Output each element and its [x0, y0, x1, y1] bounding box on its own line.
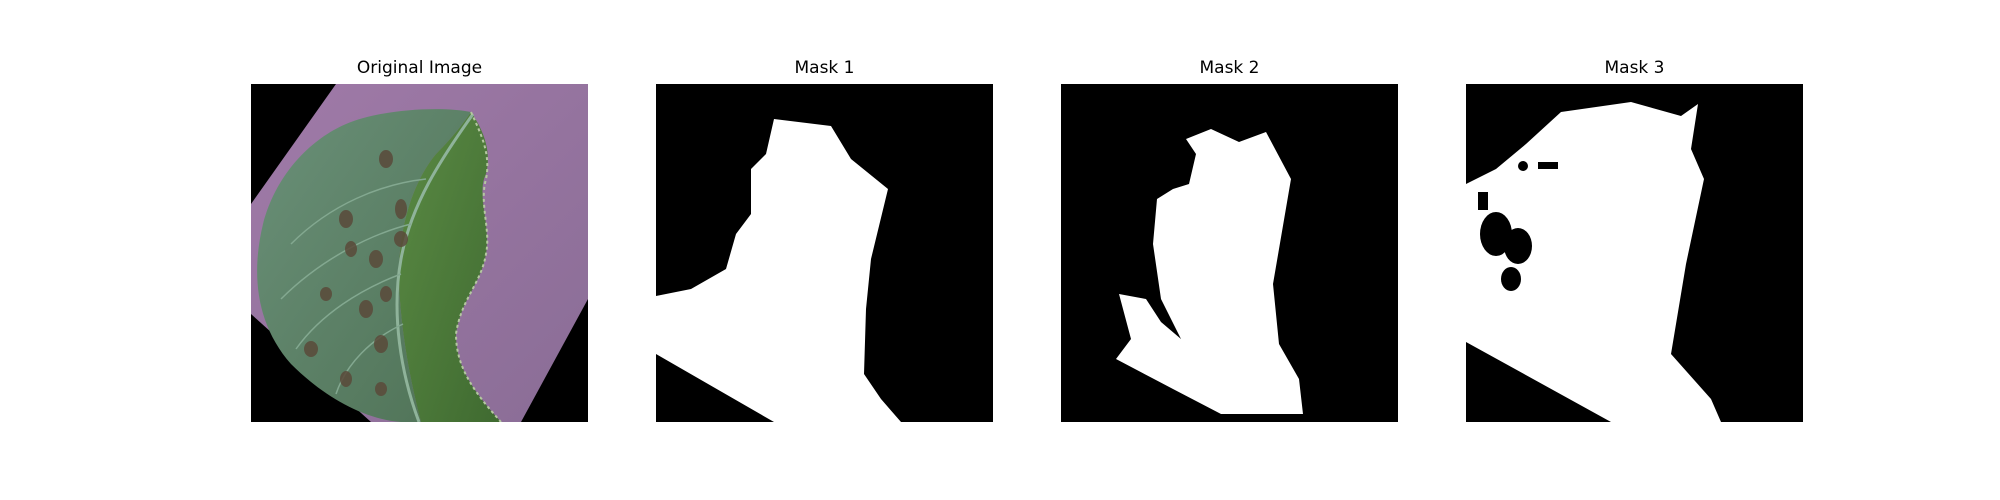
mask-1-image — [656, 84, 993, 422]
leaf-lesions — [304, 150, 408, 396]
mask-2-region — [1116, 129, 1303, 414]
mask-2-image — [1061, 84, 1398, 422]
panel-title-mask-2: Mask 2 — [1199, 58, 1260, 78]
mask-2-svg — [1061, 84, 1398, 422]
leaf-midrib — [395, 113, 475, 422]
panel-title-mask-1: Mask 1 — [794, 58, 855, 78]
panel-title-mask-3: Mask 3 — [1604, 58, 1665, 78]
mask-3-svg — [1466, 84, 1803, 422]
original-image — [251, 84, 588, 422]
panel-title-original: Original Image — [356, 58, 483, 78]
mask-1-region — [656, 119, 901, 422]
mask-3-region — [1466, 102, 1721, 422]
mask-3-image — [1466, 84, 1803, 422]
mask-1-svg — [656, 84, 993, 422]
mask-3-holes — [1478, 161, 1558, 291]
leaf-photo — [251, 84, 588, 422]
